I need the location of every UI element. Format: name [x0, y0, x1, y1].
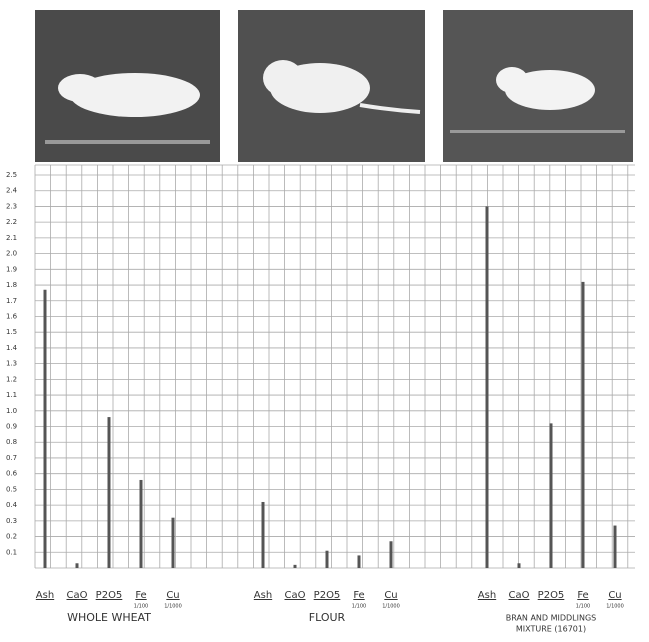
- group-label: WHOLE WHEAT: [67, 611, 151, 624]
- y-tick-label: 1.2: [6, 375, 17, 383]
- y-tick-label: 1.6: [6, 312, 18, 320]
- y-tick-label: 0.2: [6, 533, 17, 541]
- unit-note: 1/100: [576, 604, 590, 610]
- bar: [325, 550, 329, 568]
- bar: [261, 501, 265, 568]
- y-tick-label: 1.7: [6, 297, 17, 305]
- y-tick-label: 2.5: [6, 171, 17, 179]
- y-tick-label: 1.0: [6, 407, 17, 415]
- x-tick-label: CaO: [509, 590, 530, 601]
- bar: [107, 417, 111, 568]
- group-label: FLOUR: [309, 611, 346, 624]
- bar: [613, 525, 617, 568]
- bar: [581, 281, 585, 568]
- photos: [35, 10, 633, 162]
- y-tick-label: 0.9: [6, 423, 17, 431]
- x-tick-label: P2O5: [314, 590, 341, 601]
- y-tick-label: 1.3: [6, 360, 17, 368]
- unit-note: 1/1000: [164, 604, 182, 610]
- unit-note: 1/1000: [382, 604, 400, 610]
- bar: [389, 541, 393, 568]
- bar: [357, 555, 361, 568]
- unit-note: 1/1000: [606, 604, 624, 610]
- unit-note: 1/100: [352, 604, 366, 610]
- y-tick-label: 0.1: [6, 548, 17, 556]
- vertical-grid: [34, 165, 629, 568]
- x-tick-label: P2O5: [96, 590, 123, 601]
- x-tick-label: Fe: [577, 590, 588, 601]
- y-tick-label: 2.4: [6, 187, 18, 195]
- bar: [549, 423, 553, 568]
- unit-note: 1/100: [134, 604, 148, 610]
- bar: [485, 206, 489, 568]
- bar: [293, 564, 297, 568]
- y-tick-label: 2.1: [6, 234, 17, 242]
- group-label: MIXTURE (16701): [516, 625, 586, 634]
- y-tick-label: 0.4: [6, 501, 18, 509]
- y-tick-label: 0.7: [6, 454, 17, 462]
- x-tick-label: Cu: [384, 590, 397, 601]
- x-tick-label: P2O5: [538, 590, 565, 601]
- group-label: BRAN AND MIDDLINGS: [506, 614, 597, 623]
- bar: [75, 563, 79, 568]
- bar: [43, 289, 47, 568]
- y-tick-label: 0.6: [6, 470, 18, 478]
- y-tick-label: 1.5: [6, 328, 17, 336]
- y-tick-label: 1.8: [6, 281, 17, 289]
- x-tick-label: CaO: [285, 590, 306, 601]
- y-tick-label: 0.5: [6, 485, 17, 493]
- x-tick-label: Ash: [36, 590, 54, 601]
- x-tick-label: Ash: [478, 590, 496, 601]
- x-tick-label: Fe: [353, 590, 364, 601]
- y-tick-label: 0.8: [6, 438, 17, 446]
- bar: [171, 517, 175, 568]
- y-tick-label: 1.1: [6, 391, 17, 399]
- y-tick-label: 2.2: [6, 218, 17, 226]
- y-tick-label: 1.4: [6, 344, 18, 352]
- y-tick-label: 0.3: [6, 517, 17, 525]
- y-tick-label: 1.9: [6, 265, 17, 273]
- x-tick-label: CaO: [67, 590, 88, 601]
- bar: [139, 479, 143, 568]
- bar: [517, 563, 521, 568]
- x-tick-label: Cu: [608, 590, 621, 601]
- y-tick-label: 2.0: [6, 250, 17, 258]
- x-tick-label: Cu: [166, 590, 179, 601]
- x-tick-label: Ash: [254, 590, 272, 601]
- y-tick-label: 2.3: [6, 202, 17, 210]
- x-tick-label: Fe: [135, 590, 146, 601]
